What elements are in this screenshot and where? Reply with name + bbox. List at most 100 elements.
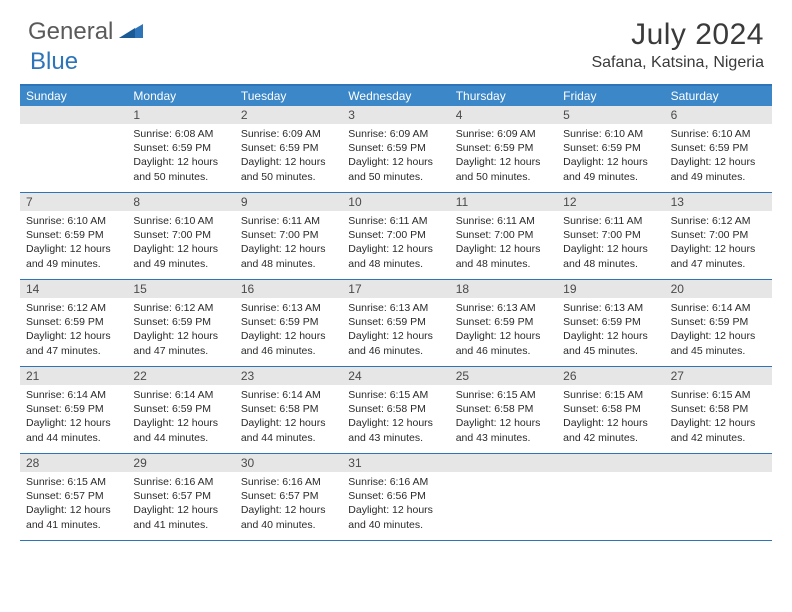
- day-details: Sunrise: 6:14 AMSunset: 6:59 PMDaylight:…: [127, 385, 234, 449]
- weekday-header: Monday: [127, 86, 234, 106]
- day-number: 18: [450, 280, 557, 298]
- weekday-header: Tuesday: [235, 86, 342, 106]
- day-cell: 29Sunrise: 6:16 AMSunset: 6:57 PMDayligh…: [127, 454, 234, 540]
- day-cell: 11Sunrise: 6:11 AMSunset: 7:00 PMDayligh…: [450, 193, 557, 279]
- day-cell: 18Sunrise: 6:13 AMSunset: 6:59 PMDayligh…: [450, 280, 557, 366]
- weekday-header: Wednesday: [342, 86, 449, 106]
- day-cell: 7Sunrise: 6:10 AMSunset: 6:59 PMDaylight…: [20, 193, 127, 279]
- day-details: Sunrise: 6:09 AMSunset: 6:59 PMDaylight:…: [450, 124, 557, 188]
- day-cell: 30Sunrise: 6:16 AMSunset: 6:57 PMDayligh…: [235, 454, 342, 540]
- day-number: 12: [557, 193, 664, 211]
- day-cell: 23Sunrise: 6:14 AMSunset: 6:58 PMDayligh…: [235, 367, 342, 453]
- day-number: 15: [127, 280, 234, 298]
- weeks-container: 1Sunrise: 6:08 AMSunset: 6:59 PMDaylight…: [20, 106, 772, 541]
- logo-text-general: General: [28, 18, 113, 46]
- day-cell: 28Sunrise: 6:15 AMSunset: 6:57 PMDayligh…: [20, 454, 127, 540]
- day-details: Sunrise: 6:16 AMSunset: 6:56 PMDaylight:…: [342, 472, 449, 536]
- weekday-header: Saturday: [665, 86, 772, 106]
- day-number: 9: [235, 193, 342, 211]
- day-number: 24: [342, 367, 449, 385]
- day-number: 4: [450, 106, 557, 124]
- day-details: Sunrise: 6:10 AMSunset: 6:59 PMDaylight:…: [20, 211, 127, 275]
- day-number: 5: [557, 106, 664, 124]
- day-cell: 15Sunrise: 6:12 AMSunset: 6:59 PMDayligh…: [127, 280, 234, 366]
- day-cell: 4Sunrise: 6:09 AMSunset: 6:59 PMDaylight…: [450, 106, 557, 192]
- day-cell: 19Sunrise: 6:13 AMSunset: 6:59 PMDayligh…: [557, 280, 664, 366]
- day-details: Sunrise: 6:15 AMSunset: 6:58 PMDaylight:…: [557, 385, 664, 449]
- day-number: 27: [665, 367, 772, 385]
- day-number: 2: [235, 106, 342, 124]
- week-row: 7Sunrise: 6:10 AMSunset: 6:59 PMDaylight…: [20, 193, 772, 280]
- day-number: 3: [342, 106, 449, 124]
- logo-triangle-icon: [119, 22, 145, 45]
- day-number: 13: [665, 193, 772, 211]
- day-number: 28: [20, 454, 127, 472]
- day-details: Sunrise: 6:11 AMSunset: 7:00 PMDaylight:…: [235, 211, 342, 275]
- day-cell: 24Sunrise: 6:15 AMSunset: 6:58 PMDayligh…: [342, 367, 449, 453]
- day-cell: [557, 454, 664, 540]
- week-row: 21Sunrise: 6:14 AMSunset: 6:59 PMDayligh…: [20, 367, 772, 454]
- day-details: Sunrise: 6:10 AMSunset: 6:59 PMDaylight:…: [557, 124, 664, 188]
- day-cell: 22Sunrise: 6:14 AMSunset: 6:59 PMDayligh…: [127, 367, 234, 453]
- day-cell: 27Sunrise: 6:15 AMSunset: 6:58 PMDayligh…: [665, 367, 772, 453]
- day-details: Sunrise: 6:10 AMSunset: 6:59 PMDaylight:…: [665, 124, 772, 188]
- week-row: 28Sunrise: 6:15 AMSunset: 6:57 PMDayligh…: [20, 454, 772, 541]
- weekday-header: Thursday: [450, 86, 557, 106]
- day-cell: 17Sunrise: 6:13 AMSunset: 6:59 PMDayligh…: [342, 280, 449, 366]
- day-cell: 26Sunrise: 6:15 AMSunset: 6:58 PMDayligh…: [557, 367, 664, 453]
- day-details: Sunrise: 6:11 AMSunset: 7:00 PMDaylight:…: [342, 211, 449, 275]
- title-block: July 2024 Safana, Katsina, Nigeria: [591, 18, 764, 72]
- day-cell: 5Sunrise: 6:10 AMSunset: 6:59 PMDaylight…: [557, 106, 664, 192]
- day-details: Sunrise: 6:15 AMSunset: 6:58 PMDaylight:…: [342, 385, 449, 449]
- day-number: 6: [665, 106, 772, 124]
- day-number: 10: [342, 193, 449, 211]
- day-details: Sunrise: 6:13 AMSunset: 6:59 PMDaylight:…: [342, 298, 449, 362]
- day-number: 11: [450, 193, 557, 211]
- day-details: Sunrise: 6:12 AMSunset: 6:59 PMDaylight:…: [127, 298, 234, 362]
- day-number: 20: [665, 280, 772, 298]
- page-header: General July 2024 Safana, Katsina, Niger…: [0, 0, 792, 80]
- day-number: 14: [20, 280, 127, 298]
- day-details: Sunrise: 6:16 AMSunset: 6:57 PMDaylight:…: [235, 472, 342, 536]
- day-details: Sunrise: 6:15 AMSunset: 6:57 PMDaylight:…: [20, 472, 127, 536]
- day-details: Sunrise: 6:08 AMSunset: 6:59 PMDaylight:…: [127, 124, 234, 188]
- day-number: 26: [557, 367, 664, 385]
- day-number: 30: [235, 454, 342, 472]
- day-number: 16: [235, 280, 342, 298]
- empty-day-header: [450, 454, 557, 472]
- day-details: Sunrise: 6:14 AMSunset: 6:59 PMDaylight:…: [20, 385, 127, 449]
- month-title: July 2024: [591, 18, 764, 52]
- day-number: 19: [557, 280, 664, 298]
- empty-day-header: [557, 454, 664, 472]
- day-cell: 16Sunrise: 6:13 AMSunset: 6:59 PMDayligh…: [235, 280, 342, 366]
- day-cell: [665, 454, 772, 540]
- day-details: Sunrise: 6:14 AMSunset: 6:59 PMDaylight:…: [665, 298, 772, 362]
- day-details: Sunrise: 6:12 AMSunset: 6:59 PMDaylight:…: [20, 298, 127, 362]
- day-cell: 31Sunrise: 6:16 AMSunset: 6:56 PMDayligh…: [342, 454, 449, 540]
- weekday-header: Sunday: [20, 86, 127, 106]
- day-details: Sunrise: 6:13 AMSunset: 6:59 PMDaylight:…: [235, 298, 342, 362]
- day-details: Sunrise: 6:13 AMSunset: 6:59 PMDaylight:…: [450, 298, 557, 362]
- day-details: Sunrise: 6:15 AMSunset: 6:58 PMDaylight:…: [665, 385, 772, 449]
- day-cell: 9Sunrise: 6:11 AMSunset: 7:00 PMDaylight…: [235, 193, 342, 279]
- day-cell: 2Sunrise: 6:09 AMSunset: 6:59 PMDaylight…: [235, 106, 342, 192]
- week-row: 1Sunrise: 6:08 AMSunset: 6:59 PMDaylight…: [20, 106, 772, 193]
- empty-day-header: [20, 106, 127, 124]
- day-cell: 13Sunrise: 6:12 AMSunset: 7:00 PMDayligh…: [665, 193, 772, 279]
- day-cell: [450, 454, 557, 540]
- location-subtitle: Safana, Katsina, Nigeria: [591, 54, 764, 72]
- day-details: Sunrise: 6:16 AMSunset: 6:57 PMDaylight:…: [127, 472, 234, 536]
- day-details: Sunrise: 6:09 AMSunset: 6:59 PMDaylight:…: [235, 124, 342, 188]
- day-cell: 21Sunrise: 6:14 AMSunset: 6:59 PMDayligh…: [20, 367, 127, 453]
- day-cell: 25Sunrise: 6:15 AMSunset: 6:58 PMDayligh…: [450, 367, 557, 453]
- day-number: 29: [127, 454, 234, 472]
- week-row: 14Sunrise: 6:12 AMSunset: 6:59 PMDayligh…: [20, 280, 772, 367]
- weekday-header: Friday: [557, 86, 664, 106]
- day-cell: 12Sunrise: 6:11 AMSunset: 7:00 PMDayligh…: [557, 193, 664, 279]
- day-details: Sunrise: 6:09 AMSunset: 6:59 PMDaylight:…: [342, 124, 449, 188]
- day-cell: 1Sunrise: 6:08 AMSunset: 6:59 PMDaylight…: [127, 106, 234, 192]
- day-cell: 20Sunrise: 6:14 AMSunset: 6:59 PMDayligh…: [665, 280, 772, 366]
- day-number: 7: [20, 193, 127, 211]
- day-cell: 6Sunrise: 6:10 AMSunset: 6:59 PMDaylight…: [665, 106, 772, 192]
- day-number: 21: [20, 367, 127, 385]
